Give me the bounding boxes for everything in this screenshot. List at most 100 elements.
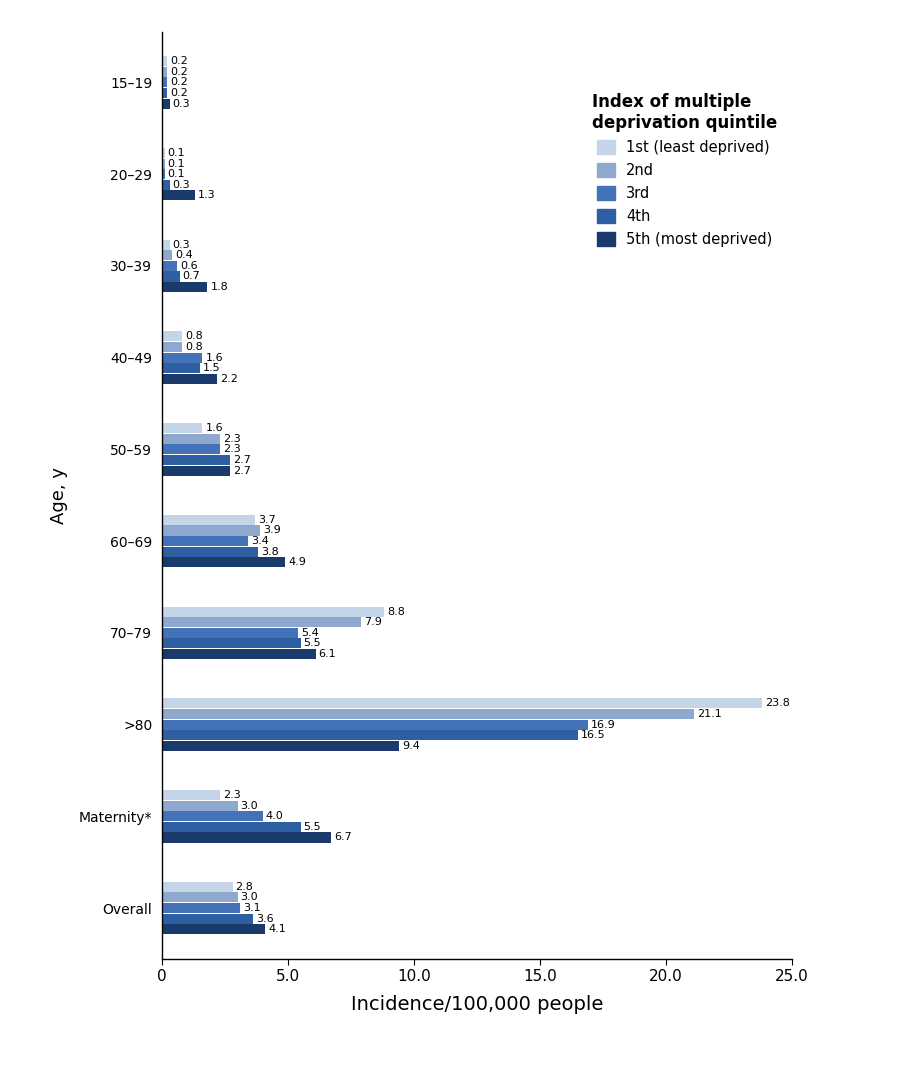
Text: 2.8: 2.8 (236, 882, 254, 891)
Bar (162, 833, 331, 842)
Text: 0.8: 0.8 (185, 331, 202, 342)
Bar (162, 363, 200, 373)
Bar (162, 272, 180, 281)
Text: 0.3: 0.3 (173, 99, 190, 109)
Bar (162, 557, 285, 568)
Bar (162, 169, 165, 179)
Bar (162, 159, 165, 168)
Text: 3.1: 3.1 (243, 903, 261, 913)
Text: 1.5: 1.5 (202, 363, 220, 373)
X-axis label: Incidence/100,000 people: Incidence/100,000 people (351, 995, 603, 1014)
Text: 3.7: 3.7 (258, 514, 276, 525)
Text: 2.7: 2.7 (233, 465, 251, 476)
Bar (162, 191, 194, 200)
Bar (162, 433, 220, 444)
Bar (162, 638, 301, 649)
Bar (162, 465, 230, 476)
Bar (162, 455, 230, 465)
Bar (162, 374, 218, 383)
Bar (162, 720, 588, 730)
Bar (162, 180, 169, 190)
Bar (162, 618, 361, 627)
Text: 0.2: 0.2 (170, 67, 188, 77)
Text: 0.2: 0.2 (170, 78, 188, 87)
Text: 0.4: 0.4 (176, 250, 193, 260)
Bar (162, 99, 169, 109)
Text: 2.3: 2.3 (223, 790, 240, 800)
Text: 3.4: 3.4 (251, 536, 268, 546)
Bar (162, 331, 182, 342)
Bar (162, 514, 256, 525)
Bar (162, 903, 240, 913)
Bar (162, 250, 172, 260)
Bar (162, 924, 266, 934)
Bar (162, 801, 238, 810)
Bar (162, 423, 202, 433)
Bar (162, 67, 167, 77)
Text: 7.9: 7.9 (364, 618, 382, 627)
Bar (162, 444, 220, 455)
Bar (162, 88, 167, 98)
Text: 4.9: 4.9 (289, 557, 306, 568)
Text: 0.3: 0.3 (173, 240, 190, 249)
Bar (162, 536, 248, 546)
Bar (162, 699, 761, 708)
Bar (162, 240, 169, 249)
Bar (162, 261, 177, 271)
Bar (162, 607, 383, 617)
Text: 0.8: 0.8 (185, 342, 202, 353)
Text: 2.3: 2.3 (223, 444, 240, 455)
Text: 3.8: 3.8 (261, 546, 278, 557)
Text: 6.7: 6.7 (334, 833, 352, 842)
Text: 2.7: 2.7 (233, 455, 251, 465)
Text: 0.2: 0.2 (170, 88, 188, 98)
Text: 9.4: 9.4 (402, 741, 419, 751)
Text: 16.9: 16.9 (591, 720, 616, 730)
Text: 8.8: 8.8 (387, 607, 405, 617)
Bar (162, 546, 257, 557)
Text: 1.8: 1.8 (211, 282, 228, 292)
Text: 1.6: 1.6 (205, 353, 223, 362)
Text: 3.0: 3.0 (240, 892, 258, 902)
Text: 0.3: 0.3 (173, 180, 190, 190)
Text: 3.0: 3.0 (240, 801, 258, 810)
Text: 0.1: 0.1 (167, 159, 185, 168)
Text: 5.4: 5.4 (302, 628, 319, 638)
Text: 3.6: 3.6 (256, 914, 274, 923)
Bar (162, 342, 182, 353)
Bar (162, 148, 165, 158)
Bar (162, 914, 253, 923)
Bar (162, 882, 232, 891)
Bar (162, 892, 238, 902)
Text: 4.1: 4.1 (268, 924, 286, 934)
Bar (162, 282, 207, 292)
Bar (162, 709, 694, 719)
Bar (162, 649, 316, 659)
Text: 1.3: 1.3 (198, 191, 215, 200)
Bar (162, 78, 167, 87)
Bar (162, 812, 263, 821)
Text: 6.1: 6.1 (319, 649, 337, 659)
Bar (162, 525, 260, 536)
Bar (162, 790, 220, 800)
Text: 21.1: 21.1 (697, 709, 722, 719)
Bar (162, 353, 202, 363)
Text: 4.0: 4.0 (266, 812, 284, 821)
Y-axis label: Age, y: Age, y (50, 466, 68, 524)
Text: 3.9: 3.9 (264, 525, 281, 536)
Text: 5.5: 5.5 (303, 638, 321, 649)
Text: 0.1: 0.1 (167, 148, 185, 158)
Text: 5.5: 5.5 (303, 822, 321, 832)
Text: 1.6: 1.6 (205, 423, 223, 433)
Text: 0.1: 0.1 (167, 169, 185, 179)
Text: 2.2: 2.2 (220, 374, 238, 383)
Text: 16.5: 16.5 (580, 731, 606, 740)
Text: 0.7: 0.7 (183, 272, 201, 281)
Text: 0.6: 0.6 (180, 261, 198, 271)
Text: 23.8: 23.8 (765, 699, 789, 708)
Bar (162, 627, 298, 638)
Bar (162, 731, 578, 740)
Bar (162, 56, 167, 66)
Bar (162, 822, 301, 832)
Bar (162, 741, 399, 751)
